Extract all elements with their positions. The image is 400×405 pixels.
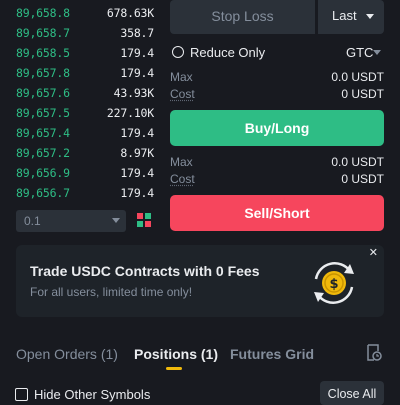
layout-cell-green xyxy=(145,213,151,219)
order-book-row[interactable]: 89,657.5 227.10K xyxy=(0,102,160,122)
order-type-select[interactable]: Stop Loss xyxy=(170,0,315,34)
buy-max-label: Max xyxy=(170,70,193,84)
sell-cost-label[interactable]: Cost xyxy=(170,172,195,186)
hide-other-symbols-label[interactable]: Hide Other Symbols xyxy=(34,387,151,402)
order-book-price: 89,657.6 xyxy=(16,86,70,100)
order-book-price: 89,658.5 xyxy=(16,46,70,60)
order-book-row[interactable]: 89,657.2 8.97K xyxy=(0,142,160,162)
order-book-row[interactable]: 89,656.7 179.4 xyxy=(0,182,160,202)
order-book-row[interactable]: 89,658.7 358.7 xyxy=(0,22,160,42)
sell-short-label: Sell/Short xyxy=(244,205,310,221)
order-book-price: 89,657.2 xyxy=(16,146,70,160)
buy-long-button[interactable]: Buy/Long xyxy=(170,110,384,146)
order-book-row[interactable]: 89,658.8 678.63K xyxy=(0,2,160,22)
tab-futures-grid[interactable]: Futures Grid xyxy=(230,346,315,362)
reduce-only-radio[interactable] xyxy=(172,46,184,58)
order-book-price: 89,656.7 xyxy=(16,186,70,200)
order-book-amount: 678.63K xyxy=(106,6,154,20)
chevron-down-icon xyxy=(366,14,374,19)
tab-open-orders[interactable]: Open Orders (1) xyxy=(16,346,118,362)
sell-max-value: 0.0 USDT xyxy=(331,155,384,169)
tab-positions[interactable]: Positions (1) xyxy=(134,346,219,362)
order-book-row[interactable]: 89,657.8 179.4 xyxy=(0,62,160,82)
order-book-row[interactable]: 89,657.6 43.93K xyxy=(0,82,160,102)
order-book-amount: 43.93K xyxy=(113,86,155,100)
close-icon[interactable]: ✕ xyxy=(368,247,378,259)
trigger-price-type-select[interactable]: Last xyxy=(318,0,384,34)
buy-max-value: 0.0 USDT xyxy=(331,70,384,84)
coin-symbol: $ xyxy=(329,277,338,292)
order-history-icon[interactable] xyxy=(366,344,382,362)
layout-cell-red xyxy=(137,213,143,219)
sell-short-button[interactable]: Sell/Short xyxy=(170,195,384,231)
time-in-force-select[interactable]: GTC xyxy=(346,45,374,60)
order-book-amount: 179.4 xyxy=(120,66,154,80)
order-book-amount: 179.4 xyxy=(120,126,154,140)
order-book-price: 89,658.7 xyxy=(16,26,70,40)
order-book-price: 89,657.5 xyxy=(16,106,70,120)
order-book-amount: 227.10K xyxy=(106,106,154,120)
orderbook-layout-icon[interactable] xyxy=(137,213,153,229)
sell-cost-value: 0 USDT xyxy=(341,172,384,186)
active-tab-indicator xyxy=(166,367,182,370)
order-book-amount: 8.97K xyxy=(120,146,154,160)
promo-banner[interactable]: Trade USDC Contracts with 0 Fees For all… xyxy=(16,245,384,317)
coin-refresh-icon: $ xyxy=(314,262,354,304)
order-book-price: 89,657.4 xyxy=(16,126,70,140)
depth-precision-value: 0.1 xyxy=(24,214,41,228)
order-book-amount: 179.4 xyxy=(120,166,154,180)
chevron-down-icon xyxy=(112,218,120,223)
order-book-row[interactable]: 89,656.9 179.4 xyxy=(0,162,160,182)
trigger-price-type-label: Last xyxy=(332,8,357,23)
layout-cell-red xyxy=(145,221,151,227)
chevron-down-icon xyxy=(373,50,381,55)
order-book-row[interactable]: 89,657.4 179.4 xyxy=(0,122,160,142)
reduce-only-label[interactable]: Reduce Only xyxy=(190,45,266,60)
depth-precision-select[interactable]: 0.1 xyxy=(16,210,126,232)
order-book-amount: 179.4 xyxy=(120,186,154,200)
order-book-amount: 358.7 xyxy=(120,26,154,40)
close-all-button[interactable]: Close All xyxy=(320,381,384,405)
sell-max-label: Max xyxy=(170,155,193,169)
promo-subtitle: For all users, limited time only! xyxy=(30,285,193,299)
close-all-label: Close All xyxy=(327,387,377,401)
order-book-price: 89,657.8 xyxy=(16,66,70,80)
order-book-amount: 179.4 xyxy=(120,46,154,60)
promo-title: Trade USDC Contracts with 0 Fees xyxy=(30,263,260,279)
buy-long-label: Buy/Long xyxy=(244,120,310,136)
buy-cost-value: 0 USDT xyxy=(341,87,384,101)
layout-cell-green xyxy=(137,221,143,227)
order-type-label: Stop Loss xyxy=(211,8,274,24)
buy-cost-label[interactable]: Cost xyxy=(170,87,195,101)
order-book-price: 89,658.8 xyxy=(16,6,70,20)
order-book-row[interactable]: 89,658.5 179.4 xyxy=(0,42,160,62)
hide-other-symbols-checkbox[interactable] xyxy=(15,388,28,401)
order-book-price: 89,656.9 xyxy=(16,166,70,180)
